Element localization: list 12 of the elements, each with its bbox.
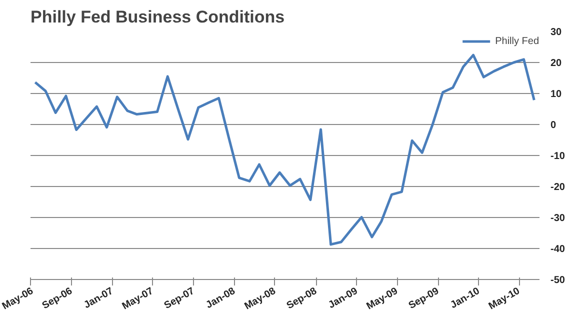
y-tick-label: 0	[550, 120, 556, 131]
y-tick-label: -20	[550, 182, 566, 193]
y-tick-label: 30	[550, 27, 562, 38]
line-series	[34, 54, 536, 246]
y-tick-label: -10	[550, 151, 566, 162]
legend-label: Philly Fed	[495, 36, 539, 46]
y-tick-label: 10	[550, 89, 562, 100]
y-tick-label: -30	[550, 213, 566, 224]
y-tick-label: -50	[550, 275, 566, 286]
y-tick-label: -40	[550, 244, 566, 255]
chart-title: Philly Fed Business Conditions	[30, 8, 285, 26]
y-tick-label: 20	[550, 58, 562, 69]
